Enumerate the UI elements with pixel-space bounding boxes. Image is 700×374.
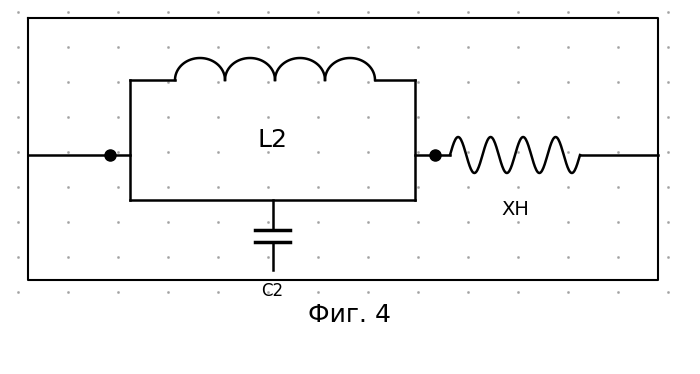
Text: XH: XH (501, 200, 529, 219)
Text: L2: L2 (258, 128, 288, 152)
Text: Фиг. 4: Фиг. 4 (309, 303, 391, 327)
Text: C2: C2 (261, 282, 284, 300)
